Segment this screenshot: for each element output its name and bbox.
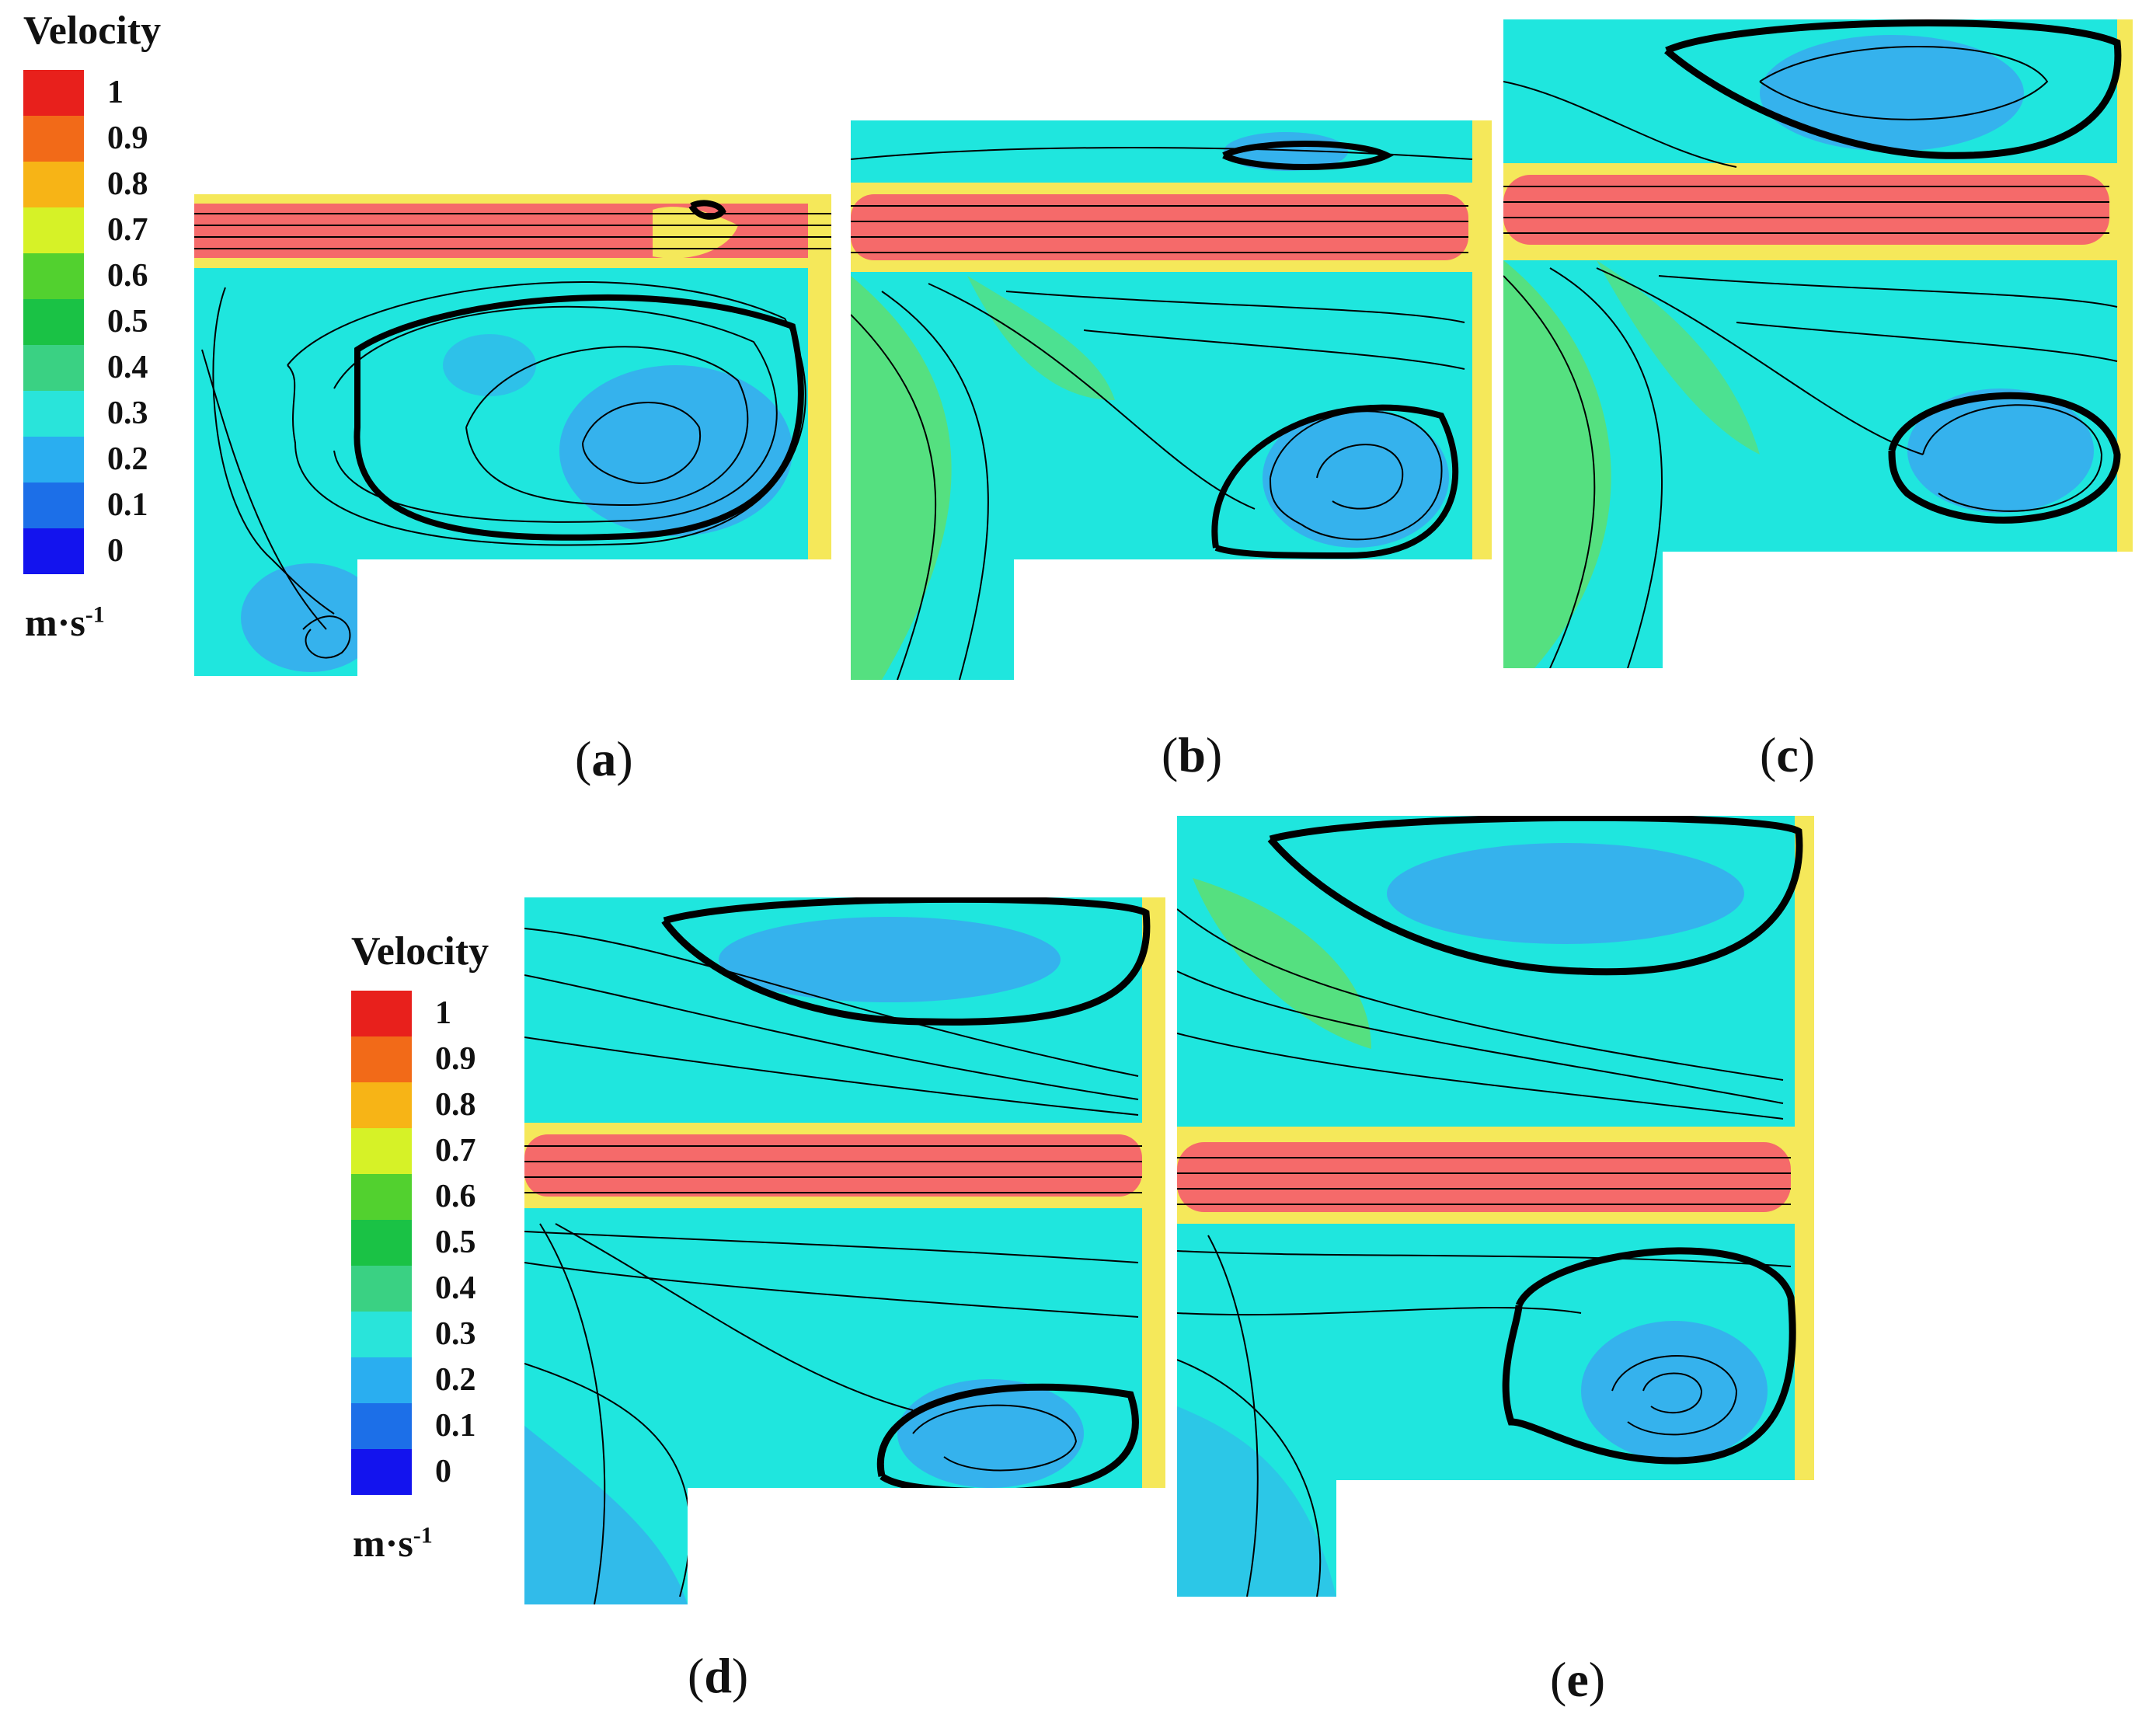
legend-tick-label: 0 — [107, 533, 124, 569]
legend-tick-label: 1 — [107, 75, 124, 110]
panel-a-streamline-plot — [194, 194, 831, 676]
legend-swatch — [351, 991, 412, 1036]
legend-tick-label: 0.9 — [435, 1041, 476, 1077]
panel-c-label: (c) — [1760, 727, 1816, 782]
legend-swatch — [23, 116, 84, 162]
legend-swatch — [23, 437, 84, 483]
legend-unit-exponent: -1 — [85, 601, 105, 628]
panel-d-streamline-plot — [524, 897, 1165, 1604]
legend-swatch — [351, 1174, 412, 1220]
legend-swatch — [351, 1357, 412, 1403]
legend-swatch — [23, 299, 84, 345]
legend-swatch — [351, 1312, 412, 1357]
legend-swatch — [23, 345, 84, 391]
legend-tick-label: 0.8 — [435, 1087, 476, 1123]
panel-d-label: (d) — [688, 1648, 749, 1703]
legend-swatch — [351, 1036, 412, 1082]
legend-tick-label: 0.9 — [107, 120, 148, 156]
legend-tick-label: 0.7 — [107, 212, 148, 248]
legend-unit-exponent: -1 — [413, 1522, 433, 1549]
legend-swatch — [23, 207, 84, 253]
panel-c-streamline-plot — [1503, 19, 2133, 668]
panel-e-velocity-field: (e) — [1177, 816, 1822, 1721]
legend-swatch — [351, 1220, 412, 1266]
legend-swatch — [351, 1403, 412, 1449]
legend-tick-label: 1 — [435, 995, 451, 1031]
panel-b-velocity-field: (b) — [851, 120, 1496, 782]
legend-tick-label: 0.6 — [107, 258, 148, 294]
legend-tick-label: 0.4 — [107, 350, 148, 385]
legend-swatch — [23, 70, 84, 116]
legend-tick-label: 0.3 — [107, 395, 148, 431]
velocity-legend-bottom: Velocity 1 0.9 0.8 0.7 0.6 0.5 0.4 0.3 0.2 0.1 0 m… — [351, 928, 522, 1581]
legend-unit-base: m·s — [25, 601, 85, 644]
legend-swatch — [23, 162, 84, 207]
legend-unit-base: m·s — [353, 1521, 413, 1565]
legend-unit: m·s-1 — [353, 1521, 433, 1566]
legend-tick-label: 0.2 — [107, 441, 148, 477]
panel-b-streamline-plot — [851, 120, 1492, 680]
legend-unit: m·s-1 — [25, 600, 105, 645]
legend-tick-label: 0.7 — [435, 1133, 476, 1169]
legend-swatch — [351, 1082, 412, 1128]
legend-tick-label: 0.8 — [107, 166, 148, 202]
panel-e-streamline-plot — [1177, 816, 1814, 1597]
panel-d-velocity-field: (d) — [524, 897, 1169, 1721]
legend-tick-label: 0.1 — [107, 487, 148, 523]
legend-tick-label: 0.1 — [435, 1408, 476, 1444]
legend-tick-label: 0.2 — [435, 1362, 476, 1398]
panel-c-velocity-field: (c) — [1503, 19, 2152, 782]
legend-title: Velocity — [351, 929, 489, 974]
legend-swatch — [23, 528, 84, 574]
legend-tick-label: 0.3 — [435, 1316, 476, 1352]
legend-swatch — [351, 1266, 412, 1312]
legend-title: Velocity — [23, 9, 162, 53]
legend-swatch — [351, 1128, 412, 1174]
legend-tick-label: 0 — [435, 1454, 451, 1489]
legend-tick-label: 0.6 — [435, 1179, 476, 1214]
legend-tick-label: 0.4 — [435, 1270, 476, 1306]
legend-swatch — [351, 1449, 412, 1495]
legend-swatch — [23, 391, 84, 437]
legend-swatch — [23, 483, 84, 528]
legend-tick-label: 0.5 — [435, 1225, 476, 1260]
panel-e-label: (e) — [1550, 1652, 1606, 1707]
panel-a-velocity-field: (a) — [194, 194, 839, 786]
legend-swatch — [23, 253, 84, 299]
panel-a-label: (a) — [575, 731, 633, 786]
legend-tick-label: 0.5 — [107, 304, 148, 340]
velocity-legend-top: Velocity 1 0.9 0.8 0.7 0.6 0.5 0.4 0.3 0.2 0.1 0 m… — [23, 8, 194, 660]
panel-b-label: (b) — [1162, 727, 1223, 782]
